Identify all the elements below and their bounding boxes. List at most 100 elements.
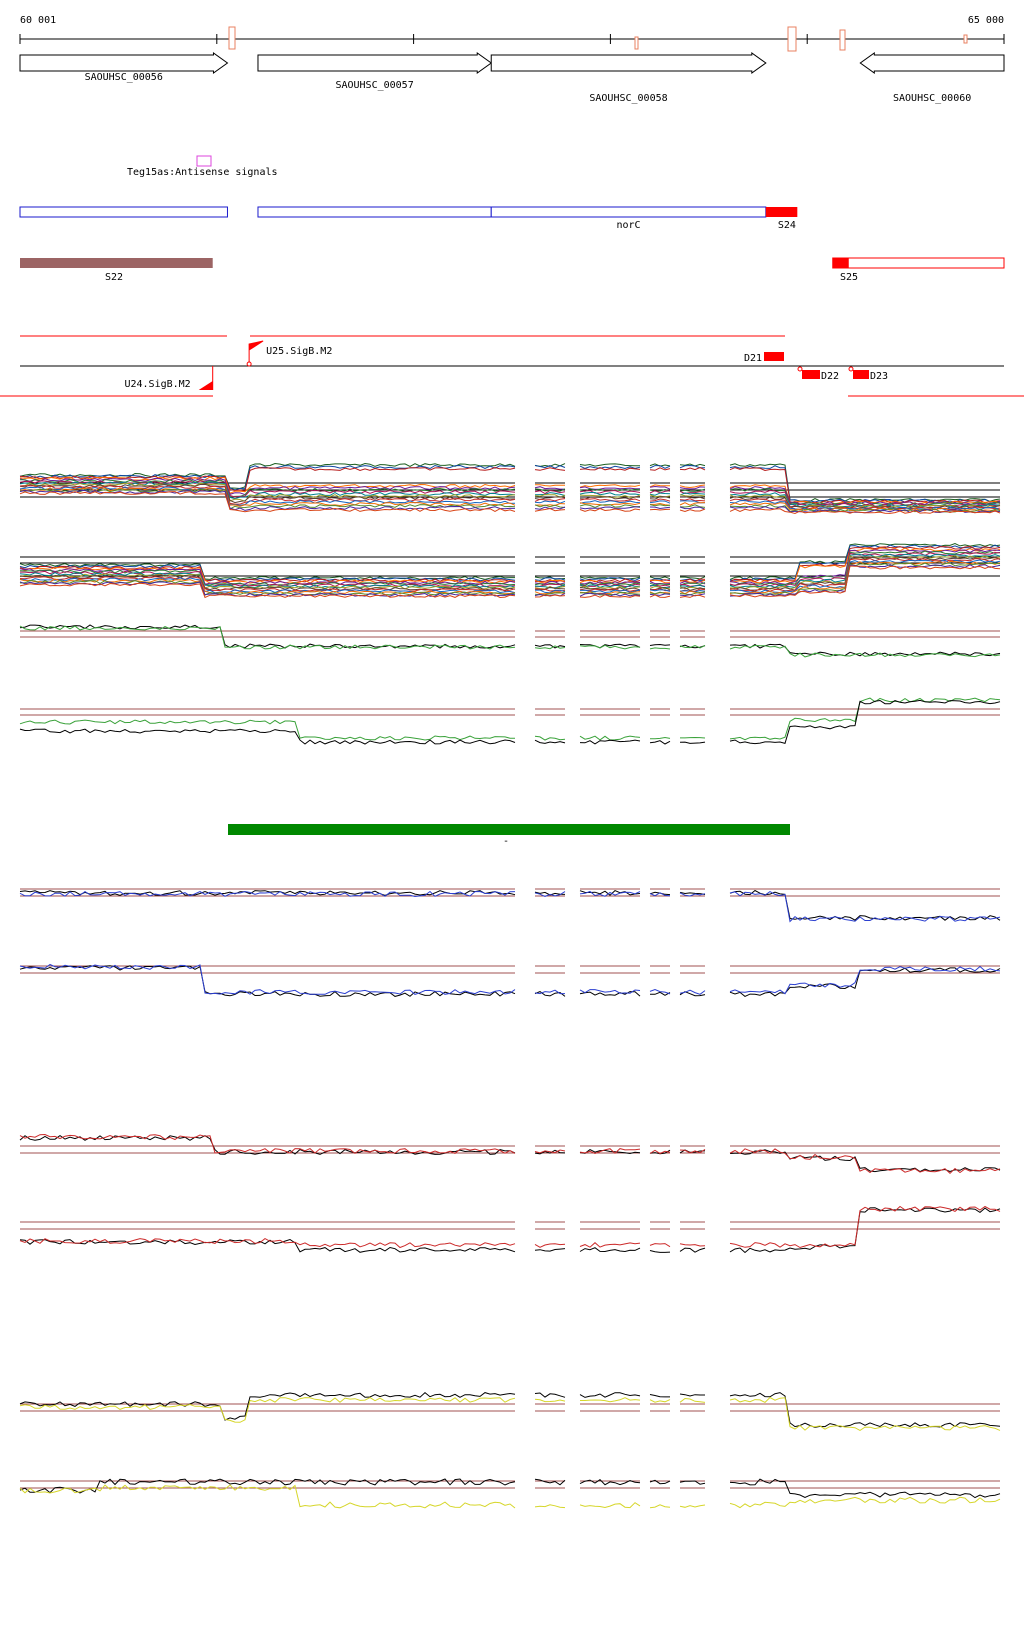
profile-trace [679,593,706,597]
segment-bar[interactable] [832,258,849,268]
profile-trace [534,1248,566,1252]
profile-trace [534,1149,566,1155]
condition-bar-label: - [503,836,509,847]
profile-trace [649,1479,671,1485]
profile-trace [729,965,1001,995]
ruler-marker[interactable] [228,26,236,50]
segment-bar[interactable] [832,257,1005,269]
profile-trace [679,1243,706,1247]
profile-trace [649,582,671,586]
gene-track: SAOUHSC_00056 SAOUHSC_00057 SAOUHSC_00058 S… [19,52,1005,104]
profile-trace [729,1496,1001,1509]
profile-trace [679,989,706,995]
profile-trace [729,565,1001,598]
profile-trace [649,892,671,897]
profile-trace [19,728,516,745]
promoter-flag[interactable] [198,381,213,390]
profile-trace [680,736,706,739]
promoter-flag[interactable] [248,340,264,366]
profile-trace [679,578,706,582]
profile-trace [729,494,1001,509]
profile-trace [19,963,516,995]
profile-trace [19,1238,516,1253]
profile-trace [729,498,1001,510]
profile-trace [579,506,641,510]
segment-bar[interactable] [20,258,213,268]
profile-trace [679,1148,706,1154]
profile-trace [579,489,641,494]
profile-trace [649,1243,671,1248]
condition-bar: - [228,824,790,847]
blue-feature[interactable] [257,206,492,218]
profile-trace [729,889,1001,921]
profile-trace [649,488,671,492]
profile-trace [579,989,641,994]
profile-trace [649,492,671,496]
profile-trace [650,502,671,506]
profile-trace [679,891,706,895]
gene-label: SAOUHSC_00056 [85,72,163,83]
gene-arrow[interactable] [257,52,493,74]
profile-trace [679,502,706,506]
profile-trace [649,1250,671,1253]
profile-trace [729,556,1001,591]
profile-trace [679,488,706,492]
profile-trace [579,584,641,589]
profile-trace [579,586,641,591]
profile-trace [579,484,641,488]
profile-trace [534,1478,566,1486]
promoter-label: U24.SigB.M2 [124,379,190,390]
profile-trace [729,1396,1001,1431]
profile-trace [534,1392,566,1398]
profile-trace [19,476,516,494]
segment-label: S22 [105,272,123,283]
gene-arrow[interactable] [19,52,229,74]
profile-trace [649,579,670,584]
profile-trace [679,486,706,490]
profile-trace [649,1399,671,1403]
gene-arrow[interactable] [490,52,767,74]
condition-bar-fill[interactable] [228,824,790,835]
terminator-mark[interactable] [853,370,869,379]
profile-trace [649,740,671,745]
terminator-mark[interactable] [764,352,784,361]
segment-track: S24 S22 S25 [20,207,1005,283]
terminator-site [848,366,854,372]
profile-trace [579,1247,641,1253]
profile-trace [534,1149,566,1154]
profile-trace [679,1247,706,1253]
profile-trace [729,503,1001,513]
profile-trace [679,582,706,586]
blue-feature[interactable] [490,206,767,218]
segment-bar[interactable] [765,207,798,217]
gene-arrow[interactable] [859,52,1005,74]
profile-trace [679,1504,706,1508]
profile-trace [579,643,641,649]
ruler-start-label: 60 001 [20,15,56,26]
profile-trace [579,735,641,741]
ruler-marker[interactable] [634,36,639,50]
ruler-marker[interactable] [963,34,968,44]
terminator-mark[interactable] [802,370,820,379]
blue-feature[interactable] [19,206,228,218]
ruler-marker[interactable] [787,26,797,52]
profile-trace [649,1504,671,1509]
blue-feature-track: norC [19,206,767,231]
profile-trace [579,582,641,586]
profile-trace [649,576,671,580]
profile-trace [534,492,566,496]
profile-trace [579,1149,641,1155]
ruler-marker[interactable] [839,29,846,51]
profile-trace [534,507,566,512]
profile-trace [534,465,566,469]
profile-trace [534,735,566,741]
profile-trace [19,576,516,592]
profile-trace [679,466,706,471]
profile-trace [679,741,706,744]
profile-trace [534,579,566,584]
profile-trace [729,1392,1001,1428]
profile-trace [649,593,671,596]
antisense-marker[interactable] [196,155,212,167]
segment-label: S24 [778,220,796,231]
